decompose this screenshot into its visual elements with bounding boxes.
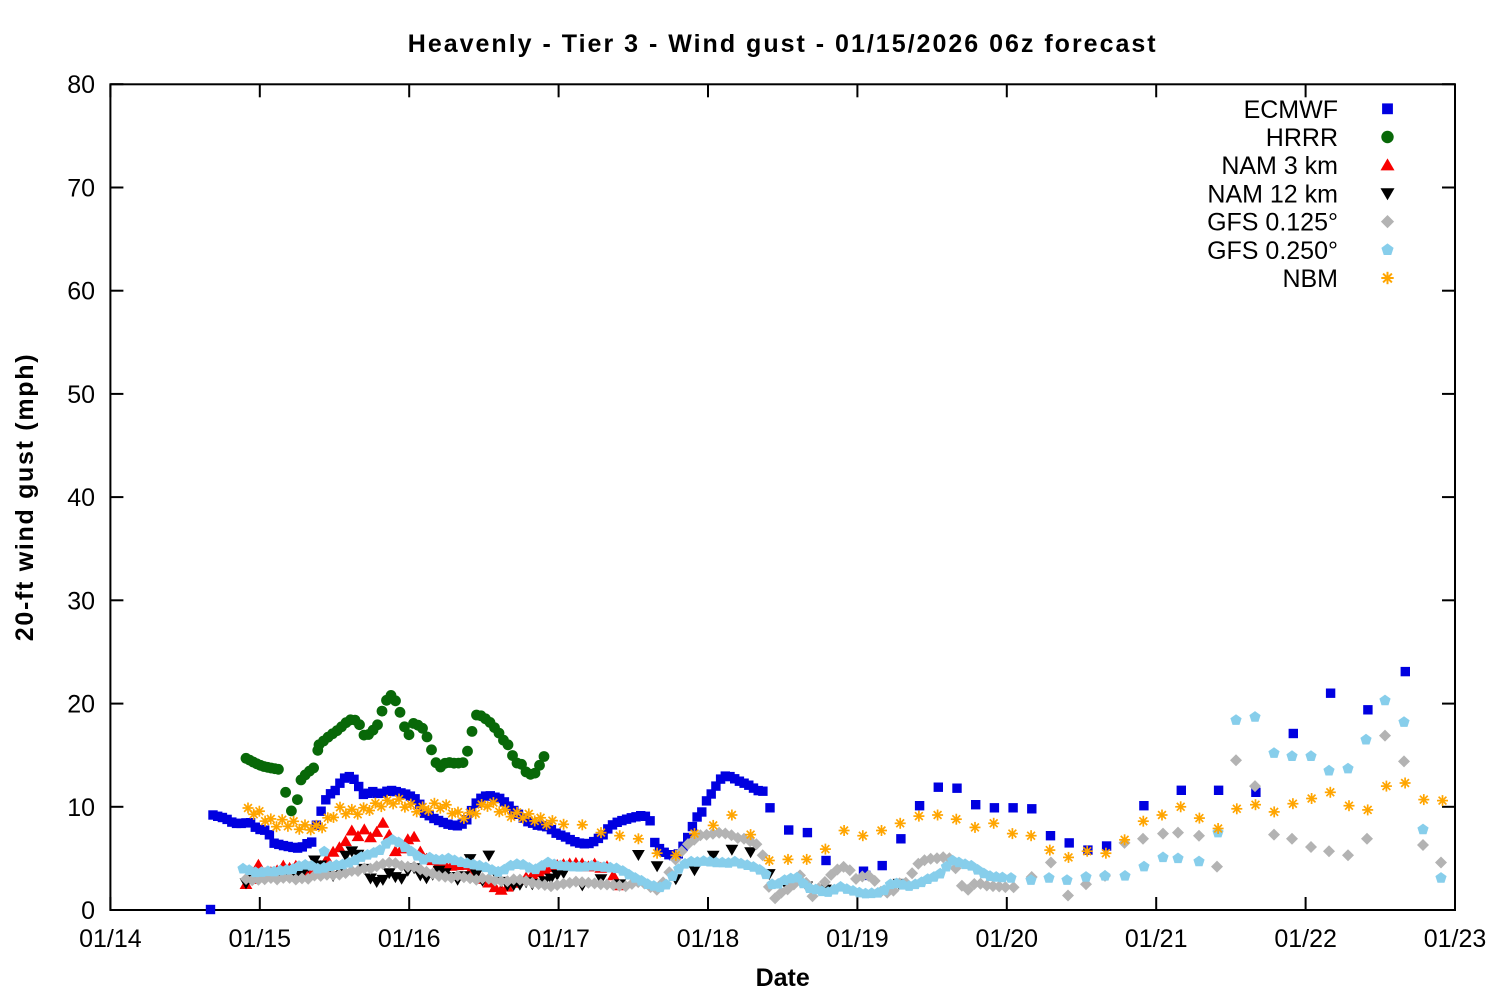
svg-text:01/18: 01/18 <box>677 925 740 953</box>
svg-text:01/15: 01/15 <box>229 925 292 953</box>
svg-text:01/19: 01/19 <box>826 925 889 953</box>
svg-text:01/17: 01/17 <box>527 925 590 953</box>
svg-text:ECMWF: ECMWF <box>1244 96 1338 124</box>
svg-text:20: 20 <box>67 691 95 719</box>
svg-text:NAM 3 km: NAM 3 km <box>1221 152 1338 180</box>
svg-text:0: 0 <box>81 897 95 925</box>
svg-text:NAM 12 km: NAM 12 km <box>1207 180 1338 208</box>
svg-text:Heavenly - Tier 3 - Wind gust: Heavenly - Tier 3 - Wind gust - 01/15/20… <box>408 30 1158 58</box>
svg-text:01/16: 01/16 <box>378 925 441 953</box>
svg-text:HRRR: HRRR <box>1266 124 1338 152</box>
svg-text:50: 50 <box>67 381 95 409</box>
svg-text:01/20: 01/20 <box>976 925 1039 953</box>
svg-text:10: 10 <box>67 794 95 822</box>
svg-text:NBM: NBM <box>1282 265 1338 293</box>
svg-text:Date: Date <box>756 964 810 992</box>
svg-text:40: 40 <box>67 484 95 512</box>
svg-text:60: 60 <box>67 278 95 306</box>
svg-text:01/21: 01/21 <box>1125 925 1188 953</box>
svg-text:01/22: 01/22 <box>1274 925 1337 953</box>
svg-text:GFS 0.125°: GFS 0.125° <box>1207 209 1338 237</box>
svg-text:80: 80 <box>67 71 95 99</box>
svg-text:GFS 0.250°: GFS 0.250° <box>1207 237 1338 265</box>
svg-text:20-ft wind gust (mph): 20-ft wind gust (mph) <box>11 353 39 641</box>
svg-text:01/14: 01/14 <box>79 925 142 953</box>
svg-text:01/23: 01/23 <box>1424 925 1487 953</box>
svg-text:70: 70 <box>67 175 95 203</box>
svg-text:30: 30 <box>67 587 95 615</box>
